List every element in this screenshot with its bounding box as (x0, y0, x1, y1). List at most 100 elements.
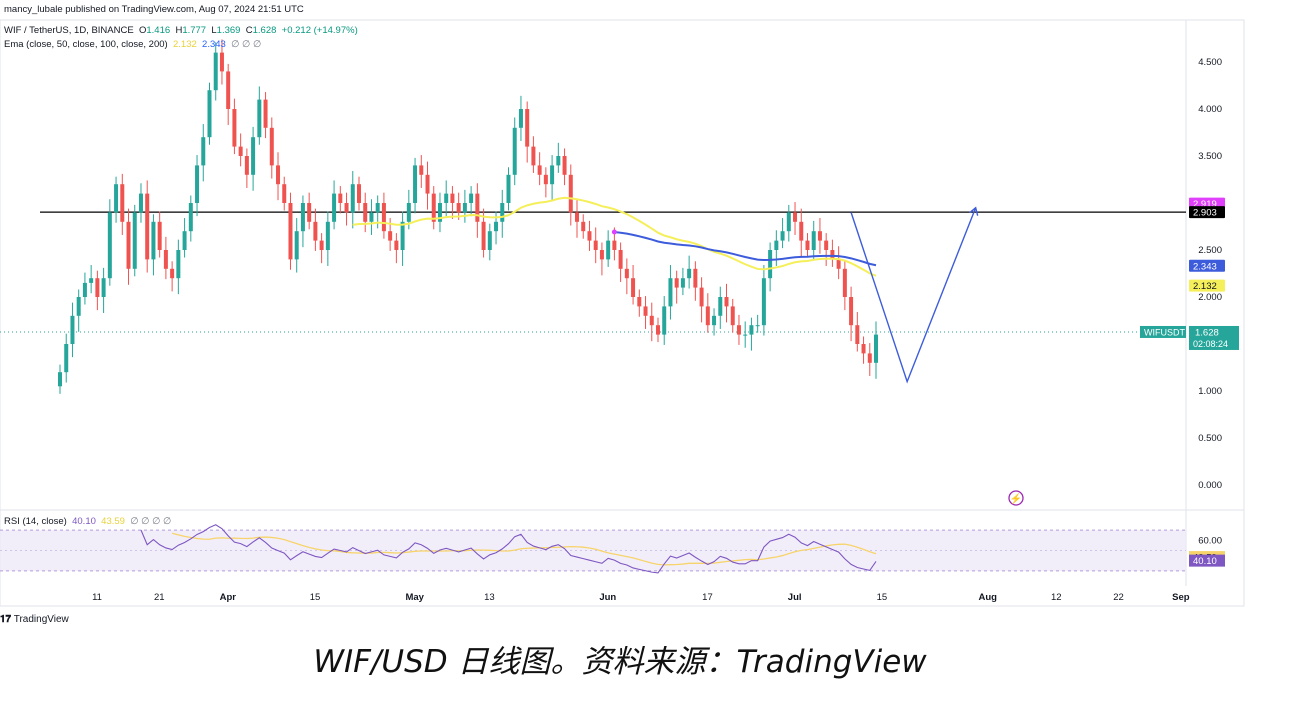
candle-body (219, 52, 224, 72)
time-axis: 11 21 Apr 15 May 13 Jun 17 Jul 15 Aug 12 22 Sep (92, 592, 1190, 603)
time-tick-label: Jun (599, 592, 616, 603)
candle-body (506, 174, 511, 203)
candle-body (95, 278, 100, 297)
last-price-bg (1189, 325, 1239, 350)
candle-body (307, 203, 312, 222)
label-ema100: 2.343 (1193, 261, 1217, 272)
time-tick-label: 15 (310, 592, 321, 603)
candle-body (313, 221, 318, 241)
candle-body (89, 278, 94, 283)
candle-body (612, 240, 617, 250)
candle-body (855, 325, 860, 344)
chart-frame (0, 19, 1245, 607)
candle-body (232, 109, 237, 147)
candle-body (680, 278, 685, 288)
candle-body (437, 203, 442, 222)
candle-body (593, 240, 598, 250)
candle-body (581, 221, 586, 232)
label-2903: 2.903 (1193, 208, 1217, 219)
candle-body (257, 99, 262, 138)
symbol-tag-bg (1140, 325, 1186, 338)
candle-body (138, 193, 143, 213)
candle-body (319, 240, 324, 250)
candle-body (151, 221, 156, 260)
candle-body (400, 221, 405, 250)
candle-body (444, 193, 449, 203)
candle-body (325, 221, 330, 250)
candle-body (394, 240, 399, 250)
candle-body (606, 240, 611, 260)
candle-body (649, 315, 654, 326)
candle-body (462, 203, 467, 213)
candle-body (276, 165, 281, 185)
time-tick-label: 17 (702, 592, 713, 603)
candle-body (132, 212, 137, 269)
open-value: 1.416 (146, 25, 171, 36)
candle-body (693, 268, 698, 288)
rsi-value: 40.10 (72, 516, 96, 527)
ema-legend[interactable]: Ema (close, 50, close, 100, close, 200) … (4, 39, 261, 50)
candle-body (793, 212, 798, 222)
candle-body (805, 240, 810, 250)
candle-body (830, 250, 835, 260)
projection-path (850, 207, 977, 384)
ema50-value: 2.132 (172, 39, 197, 50)
candles (58, 39, 879, 394)
candle-body (425, 174, 430, 194)
candle-body (388, 231, 393, 241)
close-value: 1.628 (252, 25, 277, 36)
rsi-ma-value: 43.59 (101, 516, 125, 527)
candle-body (755, 325, 760, 327)
candle-body (761, 278, 766, 326)
symbol-legend[interactable]: WIF / TetherUS, 1D, BINANCE O1.416 H1.77… (4, 25, 358, 36)
candle-body (213, 52, 218, 91)
candle-body (668, 278, 673, 307)
candle-body (413, 165, 418, 203)
candle-body (195, 165, 200, 203)
candle-body (381, 203, 386, 232)
candle-body (269, 127, 274, 166)
projection-arrowhead (969, 206, 979, 216)
rsi-legend[interactable]: RSI (14, close) 40.10 43.59 ∅ ∅ ∅ ∅ (4, 516, 171, 527)
candle-body (824, 240, 829, 250)
time-tick-label: 22 (1113, 592, 1124, 603)
candle-body (375, 203, 380, 213)
candle-body (145, 193, 150, 260)
rsi-tag-bg (1189, 554, 1225, 567)
label-ema50: 2.132 (1193, 281, 1217, 292)
candle-body (163, 250, 168, 269)
candle-body (244, 156, 249, 175)
candle-body (487, 231, 492, 250)
candle-body (494, 221, 499, 232)
candle-body (718, 297, 723, 316)
label-ema100-bg (1189, 259, 1225, 272)
rsi-band-fill (0, 530, 1186, 571)
candle-body (182, 231, 187, 250)
time-tick-label: 21 (154, 592, 165, 603)
candle-body (674, 278, 679, 288)
c-label: C (245, 25, 253, 36)
candle-body (525, 109, 530, 147)
candle-body (568, 174, 573, 213)
candle-body (76, 297, 81, 316)
countdown: 02:08:24 (1193, 339, 1228, 349)
candle-body (120, 184, 125, 222)
tv-logo-icon: 𝟏𝟕 (0, 614, 12, 625)
candle-body (338, 193, 343, 203)
candle-body (699, 287, 704, 307)
rsi-band (0, 529, 1186, 572)
tradingview-logo[interactable]: 𝟏𝟕 TradingView (0, 614, 69, 625)
published-note: mancy_lubale published on TradingView.co… (4, 4, 304, 15)
rsi-label: RSI (14, close) (4, 516, 67, 527)
lightning-icon[interactable] (1008, 490, 1024, 506)
symbol-tag: WIFUSDT (1144, 327, 1185, 337)
candle-body (188, 203, 193, 232)
candle-body (406, 203, 411, 222)
candle-body (631, 278, 636, 297)
label-2919: 2.919 (1193, 199, 1217, 210)
candle-body (836, 259, 841, 269)
candle-body (82, 282, 87, 297)
candle-body (768, 250, 773, 279)
